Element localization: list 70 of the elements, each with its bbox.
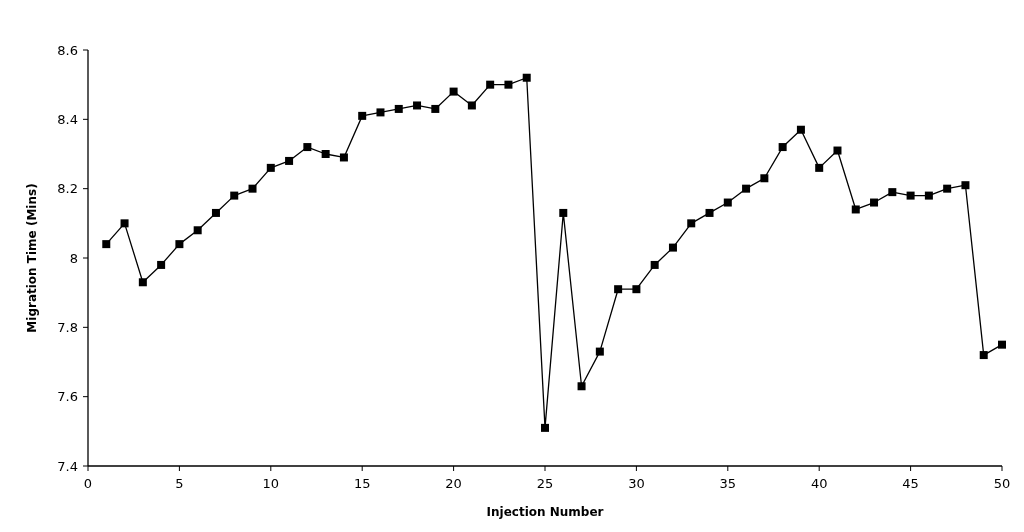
point (157, 260, 166, 269)
point (321, 150, 330, 158)
point (266, 163, 275, 172)
y-tick-label: 7.6 (57, 389, 78, 405)
point (467, 101, 476, 110)
point (120, 219, 129, 228)
point (138, 278, 147, 287)
x-tick-label: 35 (719, 476, 737, 491)
x-tick-label: 10 (262, 476, 280, 491)
x-tick-label: 25 (536, 476, 554, 491)
point (211, 208, 220, 217)
point (705, 208, 714, 217)
point (339, 153, 348, 162)
x-tick-label: 50 (993, 476, 1011, 491)
point (998, 340, 1006, 349)
x-tick-label: 20 (445, 476, 462, 491)
point (979, 351, 988, 360)
y-tick-label: 8.2 (57, 181, 78, 197)
point (413, 101, 422, 110)
point (193, 226, 202, 235)
point (577, 382, 586, 391)
point (632, 285, 641, 294)
point (486, 80, 495, 89)
point (650, 260, 659, 269)
point (358, 111, 367, 120)
point (760, 174, 769, 183)
point (833, 146, 842, 155)
point (449, 87, 458, 96)
x-tick-label: 40 (810, 476, 828, 491)
point (796, 125, 805, 134)
point (522, 73, 531, 82)
point (230, 191, 239, 200)
point (668, 243, 677, 252)
x-tick-label: 30 (628, 476, 645, 491)
point (376, 108, 385, 117)
y-axis-title: Migration Time (Mins) (25, 183, 39, 333)
x-tick-label: 15 (353, 476, 371, 491)
y-tick-label: 8.4 (57, 111, 78, 127)
point (394, 104, 403, 113)
point (924, 191, 933, 200)
point (541, 423, 549, 432)
point (102, 240, 111, 249)
point (431, 104, 440, 113)
point (504, 80, 513, 89)
x-axis-title: Injection Number (486, 505, 604, 519)
point (687, 219, 696, 228)
point (888, 188, 897, 197)
point (742, 184, 751, 193)
point (778, 143, 787, 152)
x-tick-label: 45 (902, 476, 919, 491)
x-tick-label: 0 (83, 476, 93, 491)
point (559, 208, 568, 217)
y-tick-label: 7.4 (57, 458, 78, 474)
point (943, 184, 952, 193)
x-tick-label: 5 (175, 476, 184, 491)
point (723, 198, 732, 207)
point (285, 156, 294, 165)
y-tick-label: 7.8 (57, 319, 78, 335)
point (815, 163, 824, 172)
point (614, 285, 623, 294)
point (906, 191, 915, 200)
point (870, 198, 879, 207)
point (248, 184, 257, 193)
point (961, 181, 970, 190)
point (595, 347, 604, 356)
y-tick-label: 8 (69, 250, 78, 266)
y-tick-label: 8.6 (57, 42, 78, 58)
point (303, 143, 312, 152)
point (851, 205, 860, 214)
point (175, 240, 184, 249)
